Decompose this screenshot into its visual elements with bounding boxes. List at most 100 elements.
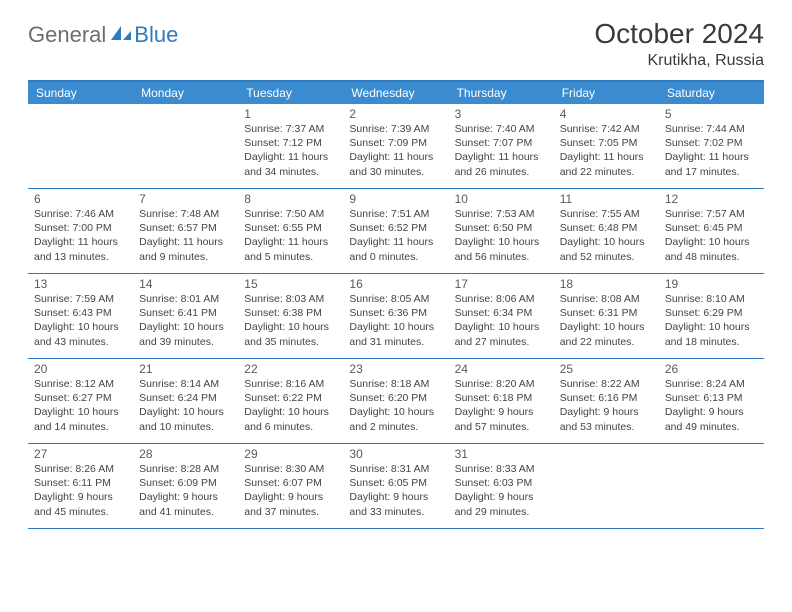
day-cell: 31Sunrise: 8:33 AMSunset: 6:03 PMDayligh… [449, 444, 554, 528]
day-cell: 28Sunrise: 8:28 AMSunset: 6:09 PMDayligh… [133, 444, 238, 528]
day-number: 21 [139, 362, 232, 376]
day-info: Sunrise: 8:24 AMSunset: 6:13 PMDaylight:… [665, 377, 758, 434]
day-info: Sunrise: 7:51 AMSunset: 6:52 PMDaylight:… [349, 207, 442, 264]
day-info: Sunrise: 7:55 AMSunset: 6:48 PMDaylight:… [560, 207, 653, 264]
day-cell: 20Sunrise: 8:12 AMSunset: 6:27 PMDayligh… [28, 359, 133, 443]
empty-cell [659, 444, 764, 528]
empty-cell [133, 104, 238, 188]
day-info: Sunrise: 8:28 AMSunset: 6:09 PMDaylight:… [139, 462, 232, 519]
day-number: 11 [560, 192, 653, 206]
day-number: 18 [560, 277, 653, 291]
day-number: 24 [455, 362, 548, 376]
day-cell: 25Sunrise: 8:22 AMSunset: 6:16 PMDayligh… [554, 359, 659, 443]
day-info: Sunrise: 7:44 AMSunset: 7:02 PMDaylight:… [665, 122, 758, 179]
day-cell: 30Sunrise: 8:31 AMSunset: 6:05 PMDayligh… [343, 444, 448, 528]
day-cell: 16Sunrise: 8:05 AMSunset: 6:36 PMDayligh… [343, 274, 448, 358]
day-number: 2 [349, 107, 442, 121]
day-cell: 4Sunrise: 7:42 AMSunset: 7:05 PMDaylight… [554, 104, 659, 188]
day-cell: 11Sunrise: 7:55 AMSunset: 6:48 PMDayligh… [554, 189, 659, 273]
day-number: 17 [455, 277, 548, 291]
day-number: 4 [560, 107, 653, 121]
day-info: Sunrise: 7:59 AMSunset: 6:43 PMDaylight:… [34, 292, 127, 349]
day-number: 26 [665, 362, 758, 376]
week-row: 1Sunrise: 7:37 AMSunset: 7:12 PMDaylight… [28, 104, 764, 189]
day-number: 30 [349, 447, 442, 461]
day-number: 19 [665, 277, 758, 291]
day-info: Sunrise: 7:40 AMSunset: 7:07 PMDaylight:… [455, 122, 548, 179]
day-number: 27 [34, 447, 127, 461]
week-row: 20Sunrise: 8:12 AMSunset: 6:27 PMDayligh… [28, 359, 764, 444]
day-info: Sunrise: 8:08 AMSunset: 6:31 PMDaylight:… [560, 292, 653, 349]
title-block: October 2024 Krutikha, Russia [594, 18, 764, 70]
day-number: 29 [244, 447, 337, 461]
day-number: 10 [455, 192, 548, 206]
page-title: October 2024 [594, 18, 764, 50]
dayname: Saturday [659, 82, 764, 104]
day-cell: 8Sunrise: 7:50 AMSunset: 6:55 PMDaylight… [238, 189, 343, 273]
day-cell: 27Sunrise: 8:26 AMSunset: 6:11 PMDayligh… [28, 444, 133, 528]
day-number: 9 [349, 192, 442, 206]
day-info: Sunrise: 7:50 AMSunset: 6:55 PMDaylight:… [244, 207, 337, 264]
day-cell: 17Sunrise: 8:06 AMSunset: 6:34 PMDayligh… [449, 274, 554, 358]
empty-cell [28, 104, 133, 188]
day-cell: 13Sunrise: 7:59 AMSunset: 6:43 PMDayligh… [28, 274, 133, 358]
day-number: 5 [665, 107, 758, 121]
day-number: 23 [349, 362, 442, 376]
day-cell: 26Sunrise: 8:24 AMSunset: 6:13 PMDayligh… [659, 359, 764, 443]
day-number: 8 [244, 192, 337, 206]
day-info: Sunrise: 8:14 AMSunset: 6:24 PMDaylight:… [139, 377, 232, 434]
day-info: Sunrise: 8:18 AMSunset: 6:20 PMDaylight:… [349, 377, 442, 434]
day-info: Sunrise: 7:48 AMSunset: 6:57 PMDaylight:… [139, 207, 232, 264]
day-number: 3 [455, 107, 548, 121]
day-cell: 9Sunrise: 7:51 AMSunset: 6:52 PMDaylight… [343, 189, 448, 273]
day-info: Sunrise: 7:39 AMSunset: 7:09 PMDaylight:… [349, 122, 442, 179]
day-number: 1 [244, 107, 337, 121]
logo: General Blue [28, 18, 178, 48]
day-info: Sunrise: 8:12 AMSunset: 6:27 PMDaylight:… [34, 377, 127, 434]
dayname: Tuesday [238, 82, 343, 104]
logo-text-blue: Blue [134, 22, 178, 48]
day-cell: 23Sunrise: 8:18 AMSunset: 6:20 PMDayligh… [343, 359, 448, 443]
day-info: Sunrise: 8:30 AMSunset: 6:07 PMDaylight:… [244, 462, 337, 519]
day-cell: 24Sunrise: 8:20 AMSunset: 6:18 PMDayligh… [449, 359, 554, 443]
day-number: 20 [34, 362, 127, 376]
day-cell: 3Sunrise: 7:40 AMSunset: 7:07 PMDaylight… [449, 104, 554, 188]
day-info: Sunrise: 8:06 AMSunset: 6:34 PMDaylight:… [455, 292, 548, 349]
day-number: 16 [349, 277, 442, 291]
day-info: Sunrise: 8:03 AMSunset: 6:38 PMDaylight:… [244, 292, 337, 349]
location: Krutikha, Russia [594, 52, 764, 70]
day-cell: 18Sunrise: 8:08 AMSunset: 6:31 PMDayligh… [554, 274, 659, 358]
day-cell: 7Sunrise: 7:48 AMSunset: 6:57 PMDaylight… [133, 189, 238, 273]
day-cell: 2Sunrise: 7:39 AMSunset: 7:09 PMDaylight… [343, 104, 448, 188]
day-cell: 10Sunrise: 7:53 AMSunset: 6:50 PMDayligh… [449, 189, 554, 273]
dayname: Sunday [28, 82, 133, 104]
header: General Blue October 2024 Krutikha, Russ… [28, 18, 764, 70]
week-row: 6Sunrise: 7:46 AMSunset: 7:00 PMDaylight… [28, 189, 764, 274]
day-number: 7 [139, 192, 232, 206]
day-number: 31 [455, 447, 548, 461]
day-info: Sunrise: 7:53 AMSunset: 6:50 PMDaylight:… [455, 207, 548, 264]
day-cell: 22Sunrise: 8:16 AMSunset: 6:22 PMDayligh… [238, 359, 343, 443]
dayname-row: SundayMondayTuesdayWednesdayThursdayFrid… [28, 82, 764, 104]
day-info: Sunrise: 8:16 AMSunset: 6:22 PMDaylight:… [244, 377, 337, 434]
day-info: Sunrise: 7:37 AMSunset: 7:12 PMDaylight:… [244, 122, 337, 179]
day-info: Sunrise: 8:31 AMSunset: 6:05 PMDaylight:… [349, 462, 442, 519]
day-cell: 6Sunrise: 7:46 AMSunset: 7:00 PMDaylight… [28, 189, 133, 273]
day-number: 25 [560, 362, 653, 376]
day-info: Sunrise: 8:05 AMSunset: 6:36 PMDaylight:… [349, 292, 442, 349]
day-cell: 12Sunrise: 7:57 AMSunset: 6:45 PMDayligh… [659, 189, 764, 273]
day-cell: 5Sunrise: 7:44 AMSunset: 7:02 PMDaylight… [659, 104, 764, 188]
day-info: Sunrise: 8:01 AMSunset: 6:41 PMDaylight:… [139, 292, 232, 349]
day-cell: 1Sunrise: 7:37 AMSunset: 7:12 PMDaylight… [238, 104, 343, 188]
day-info: Sunrise: 8:10 AMSunset: 6:29 PMDaylight:… [665, 292, 758, 349]
logo-text-general: General [28, 22, 106, 48]
week-row: 27Sunrise: 8:26 AMSunset: 6:11 PMDayligh… [28, 444, 764, 529]
day-info: Sunrise: 7:46 AMSunset: 7:00 PMDaylight:… [34, 207, 127, 264]
day-number: 12 [665, 192, 758, 206]
day-info: Sunrise: 8:22 AMSunset: 6:16 PMDaylight:… [560, 377, 653, 434]
dayname: Thursday [449, 82, 554, 104]
day-info: Sunrise: 8:20 AMSunset: 6:18 PMDaylight:… [455, 377, 548, 434]
day-number: 15 [244, 277, 337, 291]
day-info: Sunrise: 7:57 AMSunset: 6:45 PMDaylight:… [665, 207, 758, 264]
day-cell: 29Sunrise: 8:30 AMSunset: 6:07 PMDayligh… [238, 444, 343, 528]
